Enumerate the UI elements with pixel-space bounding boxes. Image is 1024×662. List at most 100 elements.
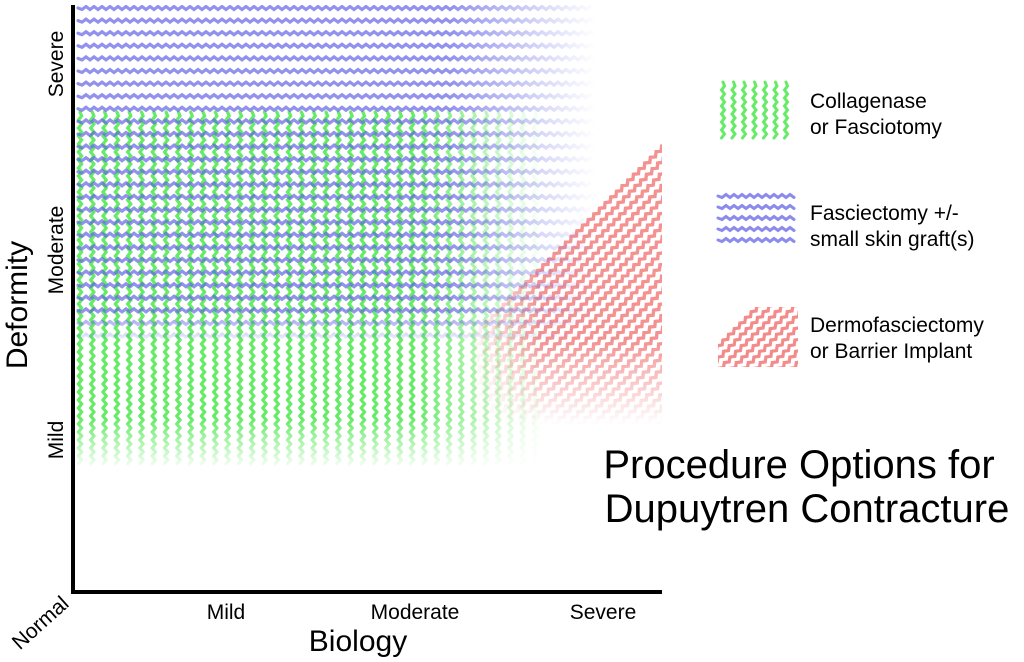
blue-hatch-line xyxy=(76,180,596,188)
blue-hatch-line xyxy=(76,92,596,100)
legend-label-blue-line2: small skin graft(s) xyxy=(810,228,975,251)
legend-red-hatch xyxy=(798,300,875,375)
green-hatch-line xyxy=(236,110,244,466)
legend-label-green-line2: or Fasciotomy xyxy=(810,116,942,139)
x-tick-severe: Severe xyxy=(570,601,637,624)
diagram-title-line1: Procedure Options for xyxy=(603,443,994,487)
legend-red-hatch xyxy=(846,300,923,375)
legend-red-hatch xyxy=(777,349,798,367)
y-tick-mild: Mild xyxy=(45,421,68,460)
green-hatch-line xyxy=(88,110,96,466)
red-hatch-line xyxy=(470,195,662,397)
legend-green-hatch xyxy=(730,80,737,140)
green-hatch-line xyxy=(310,110,318,466)
red-hatch-line xyxy=(538,302,662,425)
legend-green-hatch xyxy=(782,80,790,140)
blue-hatch-line xyxy=(76,231,596,239)
green-hatch-line xyxy=(273,110,281,466)
legend-blue-hatch xyxy=(716,214,796,222)
blue-hatch-line xyxy=(76,4,596,12)
blue-hatch-line xyxy=(76,80,596,88)
legend-swatch-green xyxy=(719,80,790,140)
legend-red-hatch xyxy=(810,300,887,375)
blue-hatch-line xyxy=(76,143,596,151)
legend-red-hatch xyxy=(741,310,798,367)
blue-hatch-line xyxy=(76,269,596,277)
legend-red-hatch xyxy=(765,337,798,367)
legend-label-green-line1: Collagenase xyxy=(810,90,927,113)
red-hatch-line xyxy=(470,223,662,420)
legend-blue-hatch xyxy=(716,203,796,211)
legend-green-hatch xyxy=(719,80,727,140)
blue-hatch-line xyxy=(76,294,596,302)
green-hatch-line xyxy=(371,110,379,466)
red-hatch-line xyxy=(551,313,662,425)
blue-hatch-line xyxy=(76,332,596,340)
red-hatch-line xyxy=(499,262,662,425)
green-hatch-line xyxy=(445,110,453,466)
legend-blue-hatch xyxy=(716,192,796,200)
green-hatch-line xyxy=(297,110,306,466)
legend-red-hatch xyxy=(729,307,798,367)
blue-hatch-line xyxy=(76,193,596,201)
y-tick-moderate: Moderate xyxy=(45,206,68,295)
legend-red-hatch xyxy=(718,307,774,364)
blue-hatch-line xyxy=(76,319,596,327)
x-axis-title: Biology xyxy=(309,625,407,658)
blue-hatch-line xyxy=(76,243,596,251)
blue-hatch-line xyxy=(76,155,596,163)
blue-hatch-line xyxy=(76,17,596,25)
green-hatch-line xyxy=(162,110,170,466)
legend-red-hatch xyxy=(718,307,786,367)
green-hatch-line xyxy=(113,110,121,466)
y-tick-severe: Severe xyxy=(45,31,68,98)
blue-hatch-line xyxy=(76,281,596,289)
green-hatch-line xyxy=(346,110,355,466)
green-hatch-line xyxy=(211,110,219,466)
blue-hatch-line xyxy=(76,29,596,37)
green-hatch-line xyxy=(285,110,293,466)
legend-red-hatch xyxy=(822,300,899,375)
legend-swatch-red xyxy=(718,300,923,375)
green-hatch-line xyxy=(334,110,342,466)
green-zone-collagenase-fasciotomy xyxy=(76,110,539,466)
legend-label-red-line1: Dermofasciectomy xyxy=(810,314,984,337)
legend-label-blue-line1: Fasciectomy +/- xyxy=(810,202,959,225)
red-hatch-line xyxy=(473,234,662,425)
blue-hatch-line xyxy=(76,54,596,62)
y-axis-title: Deformity xyxy=(1,241,34,369)
red-zone-dermofasciectomy xyxy=(470,144,662,425)
red-hatch-line xyxy=(525,285,662,425)
red-hatch-line xyxy=(470,183,662,383)
legend-red-hatch xyxy=(834,300,911,375)
legend-red-hatch xyxy=(753,324,798,367)
green-hatch-line xyxy=(322,110,330,466)
green-hatch-line xyxy=(396,110,404,466)
red-hatch-line xyxy=(512,274,662,425)
green-hatch-line xyxy=(408,110,416,466)
x-tick-mild: Mild xyxy=(207,601,246,624)
blue-zone-fasciectomy xyxy=(76,4,596,340)
red-hatch-line xyxy=(470,172,662,369)
blue-hatch-line xyxy=(76,130,596,138)
red-hatch-line xyxy=(470,144,662,346)
green-hatch-line xyxy=(137,110,146,466)
red-hatch-line xyxy=(577,341,662,425)
legend-swatch-blue xyxy=(716,192,796,244)
diagram-title-line2: Dupuytren Contracture xyxy=(605,487,1010,531)
blue-hatch-line xyxy=(76,168,596,176)
blue-hatch-line xyxy=(76,218,596,226)
legend-green-hatch xyxy=(761,80,769,140)
red-hatch-line xyxy=(590,353,662,425)
green-hatch-line xyxy=(125,110,133,466)
blue-hatch-line xyxy=(76,105,596,113)
blue-hatch-line xyxy=(76,117,596,125)
red-hatch-line xyxy=(486,249,662,425)
red-hatch-line xyxy=(470,211,662,408)
blue-hatch-line xyxy=(76,42,596,50)
blue-hatch-line xyxy=(76,256,596,264)
blue-hatch-line xyxy=(76,67,596,75)
legend-green-hatch xyxy=(740,80,748,140)
legend-blue-hatch xyxy=(716,225,796,233)
